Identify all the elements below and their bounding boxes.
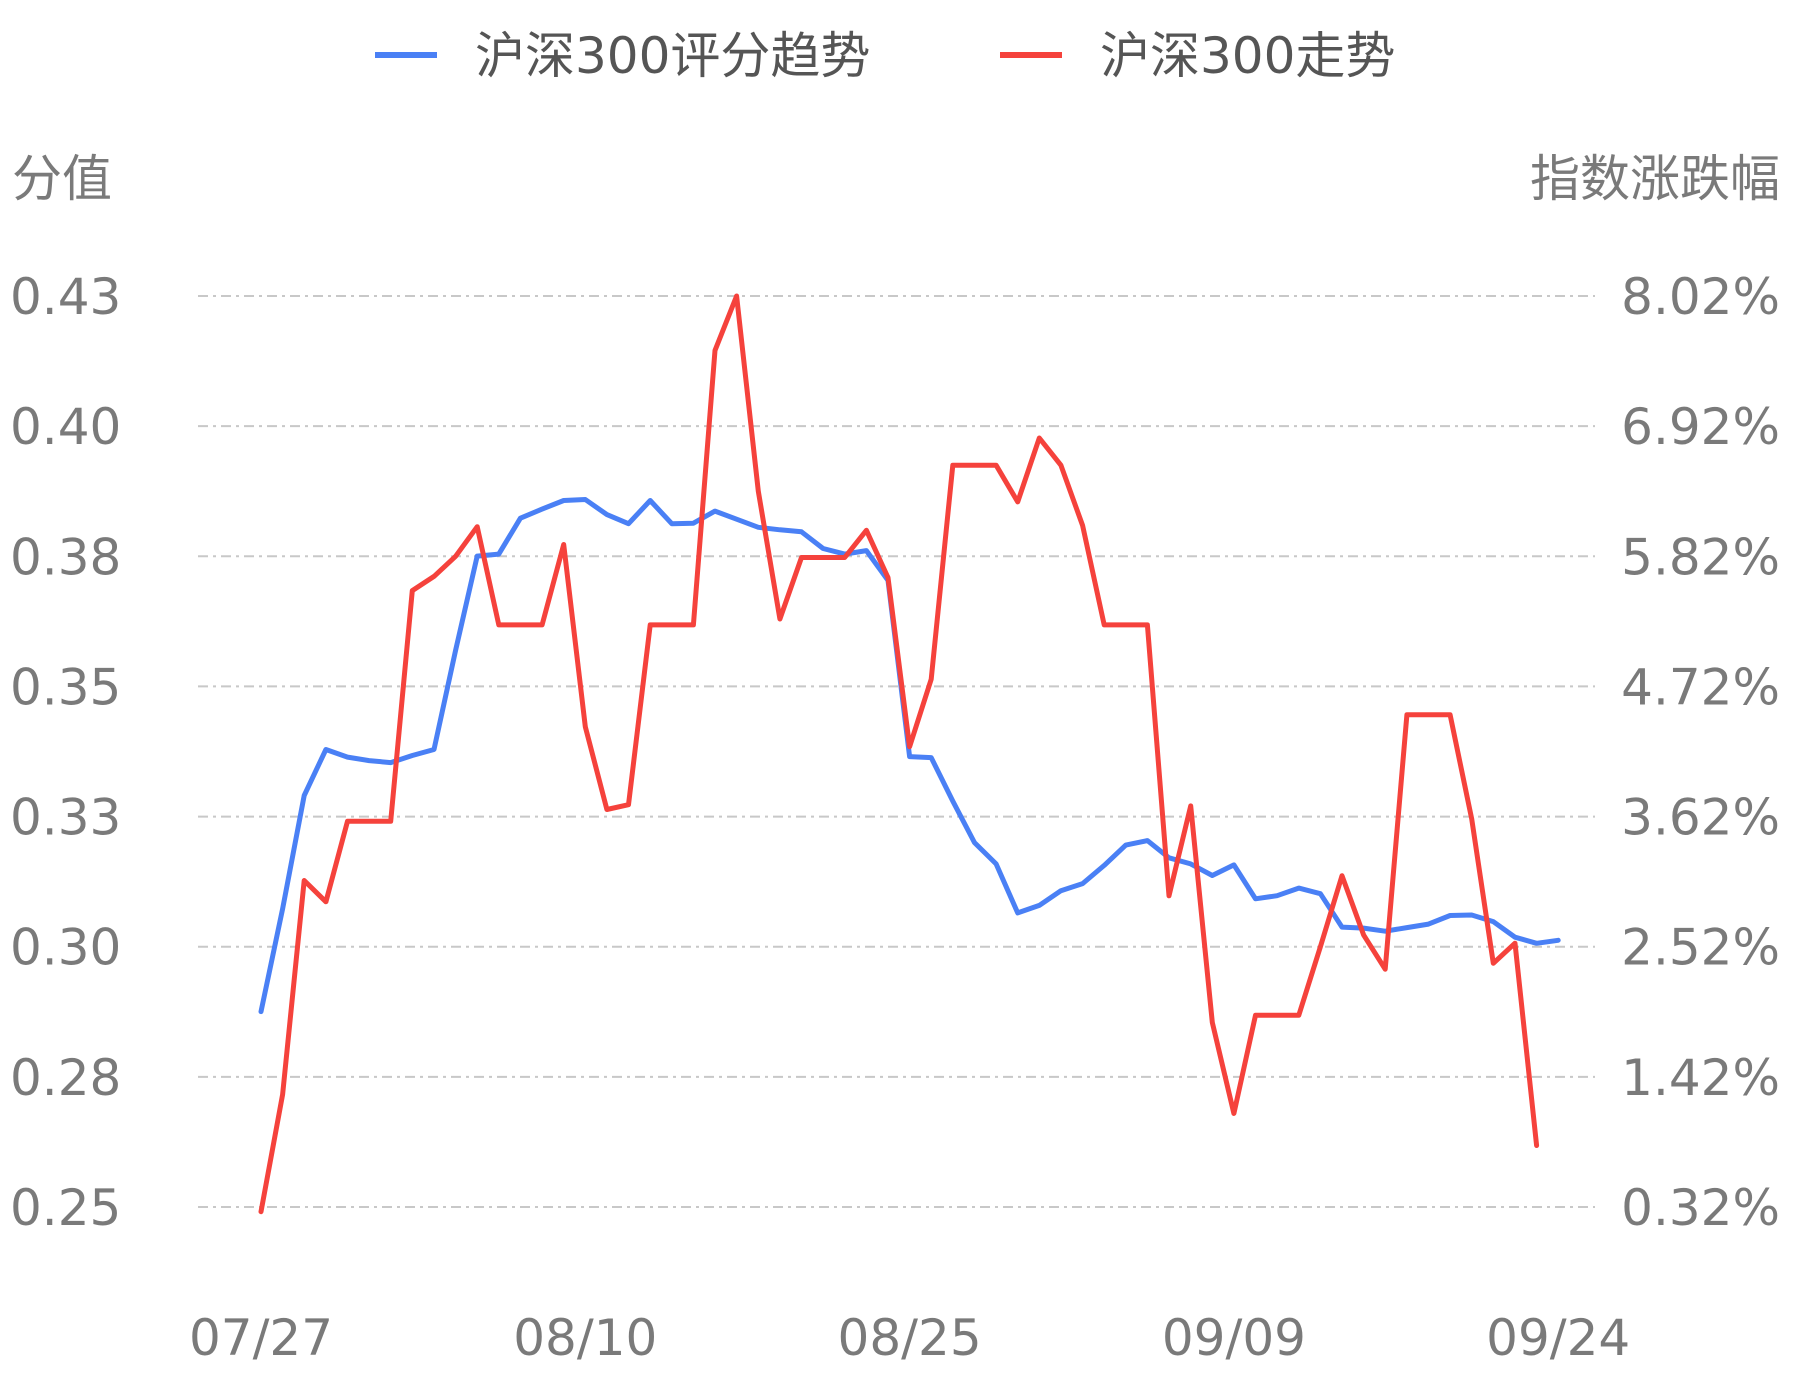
right-axis-tick-label: 5.82% <box>1621 528 1780 586</box>
x-axis-tick-label: 08/25 <box>838 1309 982 1367</box>
x-axis-tick-label: 09/09 <box>1162 1309 1306 1367</box>
series-line-index <box>258 293 1540 1215</box>
left-axis-tick-label: 0.35 <box>10 658 121 716</box>
left-axis-title: 分值 <box>12 150 112 208</box>
left-axis-tick-label: 0.33 <box>10 789 121 847</box>
legend-label-score: 沪深300评分趋势 <box>475 27 870 85</box>
legend-label-index: 沪深300走势 <box>1100 27 1395 85</box>
left-axis-tick-label: 0.38 <box>10 528 121 586</box>
right-axis-tick-label: 1.42% <box>1621 1049 1780 1107</box>
left-axis-tick-label: 0.40 <box>10 398 121 456</box>
right-axis-tick-label: 6.92% <box>1621 398 1780 456</box>
right-axis-ticks: 8.02% 6.92% 5.82% 4.72% 3.62% 2.52% 1.42% 0.32% <box>1621 268 1780 1237</box>
x-axis-tick-label: 09/24 <box>1486 1309 1630 1367</box>
x-axis-tick-label: 07/27 <box>189 1309 333 1367</box>
right-axis-tick-label: 0.32% <box>1621 1179 1780 1237</box>
legend: 沪深300评分趋势 沪深300走势 <box>375 27 1395 85</box>
left-axis-tick-label: 0.28 <box>10 1049 121 1107</box>
gridlines <box>198 295 1595 1208</box>
series-layer <box>258 293 1561 1215</box>
x-axis-ticks: 07/27 08/10 08/25 09/09 09/24 <box>189 1309 1630 1367</box>
right-axis-tick-label: 4.72% <box>1621 658 1780 716</box>
right-axis-tick-label: 8.02% <box>1621 268 1780 326</box>
right-axis-title: 指数涨跌幅 <box>1530 150 1780 208</box>
right-axis-tick-label: 3.62% <box>1621 789 1780 847</box>
x-axis-tick-label: 08/10 <box>513 1309 657 1367</box>
series-line-score <box>258 497 1561 1015</box>
left-axis-tick-label: 0.43 <box>10 268 121 326</box>
left-axis-tick-label: 0.30 <box>10 919 121 977</box>
left-axis-tick-label: 0.25 <box>10 1179 121 1237</box>
left-axis-ticks: 0.43 0.40 0.38 0.35 0.33 0.30 0.28 0.25 <box>10 268 121 1237</box>
right-axis-tick-label: 2.52% <box>1621 919 1780 977</box>
